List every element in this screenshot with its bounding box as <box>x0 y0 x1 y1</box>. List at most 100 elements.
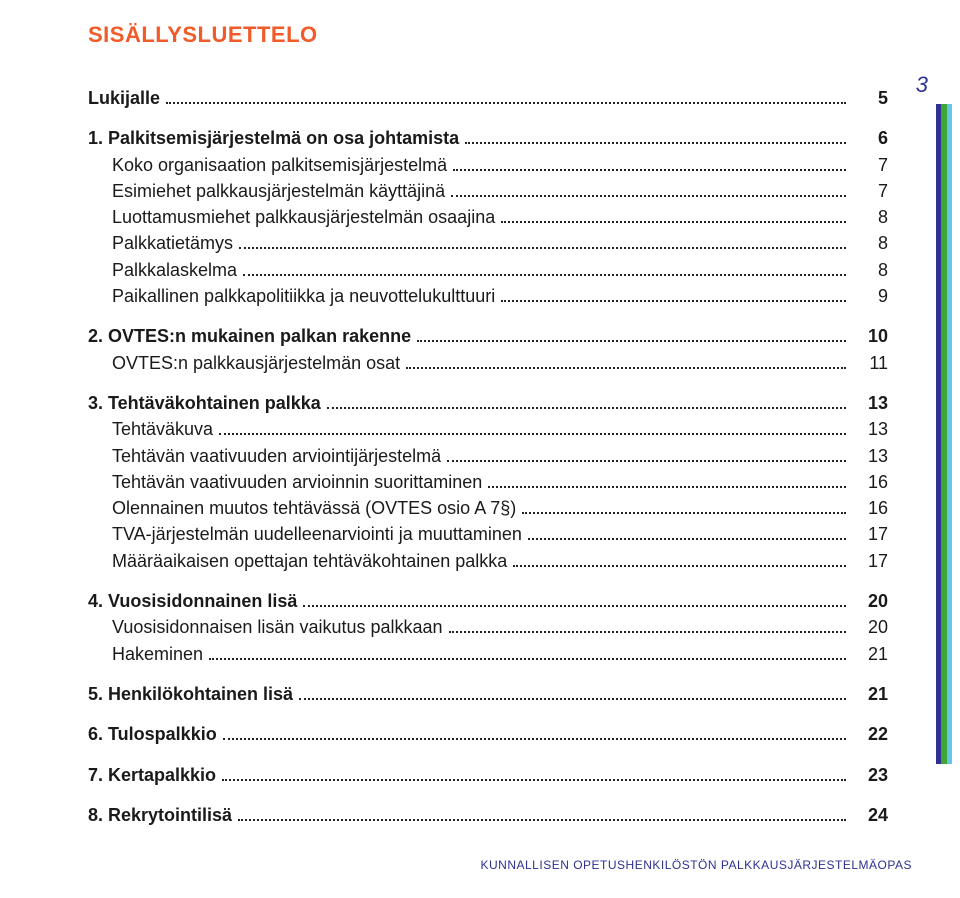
toc-entry-label: Palkkalaskelma <box>88 258 237 282</box>
toc-entry-page: 8 <box>852 258 888 282</box>
toc-group-gap <box>88 377 888 391</box>
toc-entry-page: 7 <box>852 153 888 177</box>
toc-row: 4. Vuosisidonnainen lisä 20 <box>88 589 888 613</box>
toc-entry-label: Tehtävän vaativuuden arvioinnin suoritta… <box>88 470 482 494</box>
toc-leader <box>488 475 846 488</box>
toc-leader <box>223 728 846 741</box>
toc-leader <box>453 158 846 171</box>
toc-entry-label: 3. Tehtäväkohtainen palkka <box>88 391 321 415</box>
toc-entry-label: 5. Henkilökohtainen lisä <box>88 682 293 706</box>
page-number: 3 <box>916 72 928 98</box>
toc-entry-label: Paikallinen palkkapolitiikka ja neuvotte… <box>88 284 495 308</box>
toc-entry-page: 21 <box>852 682 888 706</box>
toc-leader <box>166 91 846 104</box>
toc-leader <box>238 808 846 821</box>
toc-entry-label: Tehtävän vaativuuden arviointijärjestelm… <box>88 444 441 468</box>
toc-entry-page: 6 <box>852 126 888 150</box>
toc-row: Hakeminen 21 <box>88 642 888 666</box>
toc-row: 6. Tulospalkkio22 <box>88 722 888 746</box>
toc-row: Palkkatietämys8 <box>88 231 888 255</box>
toc-group-gap <box>88 575 888 589</box>
toc-entry-page: 8 <box>852 205 888 229</box>
toc-row: Vuosisidonnaisen lisän vaikutus palkkaan… <box>88 615 888 639</box>
toc-leader <box>501 289 846 302</box>
toc-row: 1. Palkitsemisjärjestelmä on osa johtami… <box>88 126 888 150</box>
toc-entry-label: 7. Kertapalkkio <box>88 763 216 787</box>
toc-entry-page: 20 <box>852 589 888 613</box>
toc-group-gap <box>88 668 888 682</box>
toc-group-gap <box>88 310 888 324</box>
toc-row: 3. Tehtäväkohtainen palkka 13 <box>88 391 888 415</box>
toc-entry-page: 22 <box>852 722 888 746</box>
toc-leader <box>447 449 846 462</box>
toc-entry-label: Palkkatietämys <box>88 231 233 255</box>
toc-entry-label: Olennainen muutos tehtävässä (OVTES osio… <box>88 496 516 520</box>
toc-leader <box>209 647 846 660</box>
toc-group-gap <box>88 749 888 763</box>
toc-row: 8. Rekrytointilisä 24 <box>88 803 888 827</box>
toc-leader <box>219 423 846 436</box>
toc-leader <box>239 237 846 250</box>
toc-row: Tehtävän vaativuuden arvioinnin suoritta… <box>88 470 888 494</box>
toc-row: Palkkalaskelma 8 <box>88 258 888 282</box>
toc-row: 2. OVTES:n mukainen palkan rakenne 10 <box>88 324 888 348</box>
toc-entry-page: 20 <box>852 615 888 639</box>
page-marker <box>936 104 952 764</box>
toc-row: Esimiehet palkkausjärjestelmän käyttäjin… <box>88 179 888 203</box>
toc-entry-page: 9 <box>852 284 888 308</box>
toc-leader <box>243 263 846 276</box>
footer-text: KUNNALLISEN OPETUSHENKILÖSTÖN PALKKAUSJÄ… <box>481 858 913 872</box>
toc-row: Tehtävän vaativuuden arviointijärjestelm… <box>88 444 888 468</box>
toc-entry-label: 4. Vuosisidonnainen lisä <box>88 589 297 613</box>
toc-entry-label: TVA-järjestelmän uudelleenarviointi ja m… <box>88 522 522 546</box>
toc-entry-label: Koko organisaation palkitsemisjärjestelm… <box>88 153 447 177</box>
toc-entry-label: Hakeminen <box>88 642 203 666</box>
toc-leader <box>299 687 846 700</box>
toc-group-gap <box>88 708 888 722</box>
toc-entry-page: 21 <box>852 642 888 666</box>
toc-entry-page: 7 <box>852 179 888 203</box>
toc-entry-label: Esimiehet palkkausjärjestelmän käyttäjin… <box>88 179 445 203</box>
toc-entry-page: 11 <box>852 351 888 375</box>
toc-row: Lukijalle 5 <box>88 86 888 110</box>
toc-entry-page: 13 <box>852 444 888 468</box>
toc-row: Tehtäväkuva 13 <box>88 417 888 441</box>
toc-row: Määräaikaisen opettajan tehtäväkohtainen… <box>88 549 888 573</box>
toc-entry-page: 5 <box>852 86 888 110</box>
toc-entry-label: 2. OVTES:n mukainen palkan rakenne <box>88 324 411 348</box>
toc-leader <box>522 502 846 515</box>
toc-entry-page: 17 <box>852 522 888 546</box>
toc-leader <box>406 356 846 369</box>
toc-entry-page: 16 <box>852 496 888 520</box>
toc-group-gap <box>88 112 888 126</box>
toc-entry-label: Lukijalle <box>88 86 160 110</box>
toc-entry-page: 16 <box>852 470 888 494</box>
toc-leader <box>528 528 846 541</box>
toc-entry-label: Vuosisidonnaisen lisän vaikutus palkkaan <box>88 615 443 639</box>
toc-row: Paikallinen palkkapolitiikka ja neuvotte… <box>88 284 888 308</box>
toc-entry-label: Luottamusmiehet palkkausjärjestelmän osa… <box>88 205 495 229</box>
toc-leader <box>417 330 846 343</box>
toc-row: OVTES:n palkkausjärjestelmän osat 11 <box>88 351 888 375</box>
toc-entry-page: 13 <box>852 391 888 415</box>
toc-row: TVA-järjestelmän uudelleenarviointi ja m… <box>88 522 888 546</box>
toc-entry-label: 1. Palkitsemisjärjestelmä on osa johtami… <box>88 126 459 150</box>
toc-entry-page: 23 <box>852 763 888 787</box>
toc-leader <box>465 132 846 145</box>
toc-entry-page: 13 <box>852 417 888 441</box>
toc-entry-page: 10 <box>852 324 888 348</box>
toc-leader <box>513 554 846 567</box>
toc-leader <box>501 211 846 224</box>
toc-entry-label: Määräaikaisen opettajan tehtäväkohtainen… <box>88 549 507 573</box>
toc-entry-label: Tehtäväkuva <box>88 417 213 441</box>
toc-row: Luottamusmiehet palkkausjärjestelmän osa… <box>88 205 888 229</box>
toc-leader <box>327 396 846 409</box>
toc-leader <box>451 184 846 197</box>
toc-row: Koko organisaation palkitsemisjärjestelm… <box>88 153 888 177</box>
toc-entry-label: 8. Rekrytointilisä <box>88 803 232 827</box>
toc-entry-page: 17 <box>852 549 888 573</box>
toc-entry-label: OVTES:n palkkausjärjestelmän osat <box>88 351 400 375</box>
toc-group-gap <box>88 789 888 803</box>
toc-entry-page: 24 <box>852 803 888 827</box>
toc-leader <box>449 621 846 634</box>
